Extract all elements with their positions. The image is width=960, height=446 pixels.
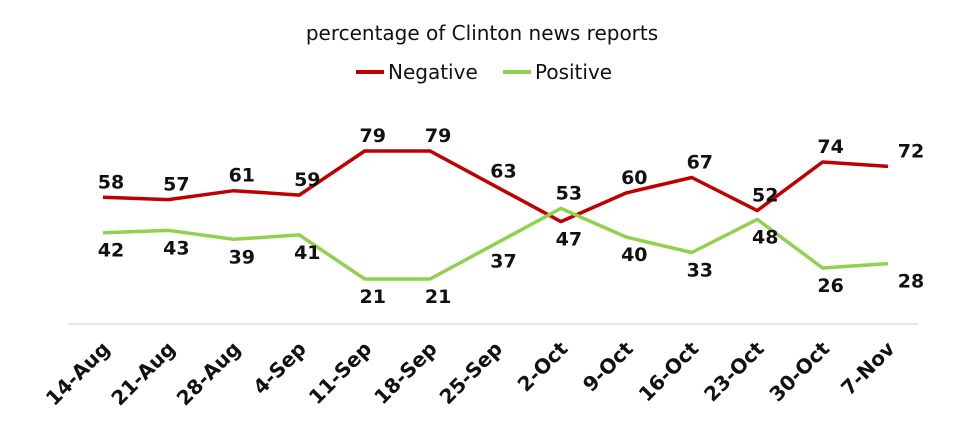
x-tick-label: 11-Sep: [304, 337, 376, 409]
series-line-negative: [102, 149, 889, 224]
legend-negative-label: Negative: [388, 60, 478, 84]
x-tick-label: 23-Oct: [699, 336, 769, 406]
data-label-negative: 58: [98, 171, 124, 193]
x-tick-label: 18-Sep: [369, 337, 441, 409]
data-label-negative: 67: [687, 152, 713, 174]
data-label-positive: 40: [621, 244, 647, 266]
x-tick-label: 4-Sep: [248, 337, 311, 400]
data-label-negative: 72: [898, 140, 924, 162]
data-label-positive: 26: [817, 275, 843, 297]
data-label-negative: 52: [752, 185, 778, 207]
x-tick-label: 14-Aug: [41, 337, 115, 411]
data-label-negative: 61: [229, 165, 255, 187]
series-line-positive: [102, 206, 889, 281]
data-label-negative: 74: [817, 136, 843, 158]
data-label-positive: 42: [98, 240, 124, 262]
data-label-positive: 33: [687, 260, 713, 282]
x-tick-label: 16-Oct: [634, 336, 704, 406]
data-label-positive: 21: [359, 286, 385, 308]
data-label-positive: 41: [294, 242, 320, 264]
data-label-negative: 63: [490, 160, 516, 182]
data-label-positive: 48: [752, 226, 778, 248]
data-label-positive: 43: [163, 237, 189, 259]
x-tick-label: 25-Sep: [435, 337, 507, 409]
x-tick-label: 7-Nov: [836, 337, 899, 400]
data-label-negative: 60: [621, 167, 647, 189]
data-label-layer: 58 57 61 59 79 79 63 47 60 67 52 74 72 42 43 39 41 21 21 37…: [98, 125, 924, 308]
data-label-positive: 37: [490, 251, 516, 273]
data-label-negative: 47: [556, 229, 582, 251]
data-label-negative: 59: [294, 169, 320, 191]
data-label-positive: 53: [556, 182, 582, 204]
data-label-positive: 39: [229, 246, 255, 268]
data-label-positive: 21: [425, 286, 451, 308]
legend: Negative Positive: [356, 60, 612, 84]
data-label-negative: 79: [359, 125, 385, 147]
x-tick-label: 30-Oct: [764, 336, 834, 406]
data-label-positive: 28: [898, 271, 924, 293]
data-label-negative: 79: [425, 125, 451, 147]
legend-positive-label: Positive: [535, 60, 612, 84]
x-tick-label: 28-Aug: [172, 337, 246, 411]
data-label-negative: 57: [163, 174, 189, 196]
x-tick-label: 2-Oct: [513, 336, 573, 396]
x-tick-label: 21-Aug: [106, 337, 180, 411]
x-tick-label: 9-Oct: [578, 336, 638, 396]
chart-title: percentage of Clinton news reports: [306, 21, 658, 45]
series-layer: [102, 149, 889, 281]
